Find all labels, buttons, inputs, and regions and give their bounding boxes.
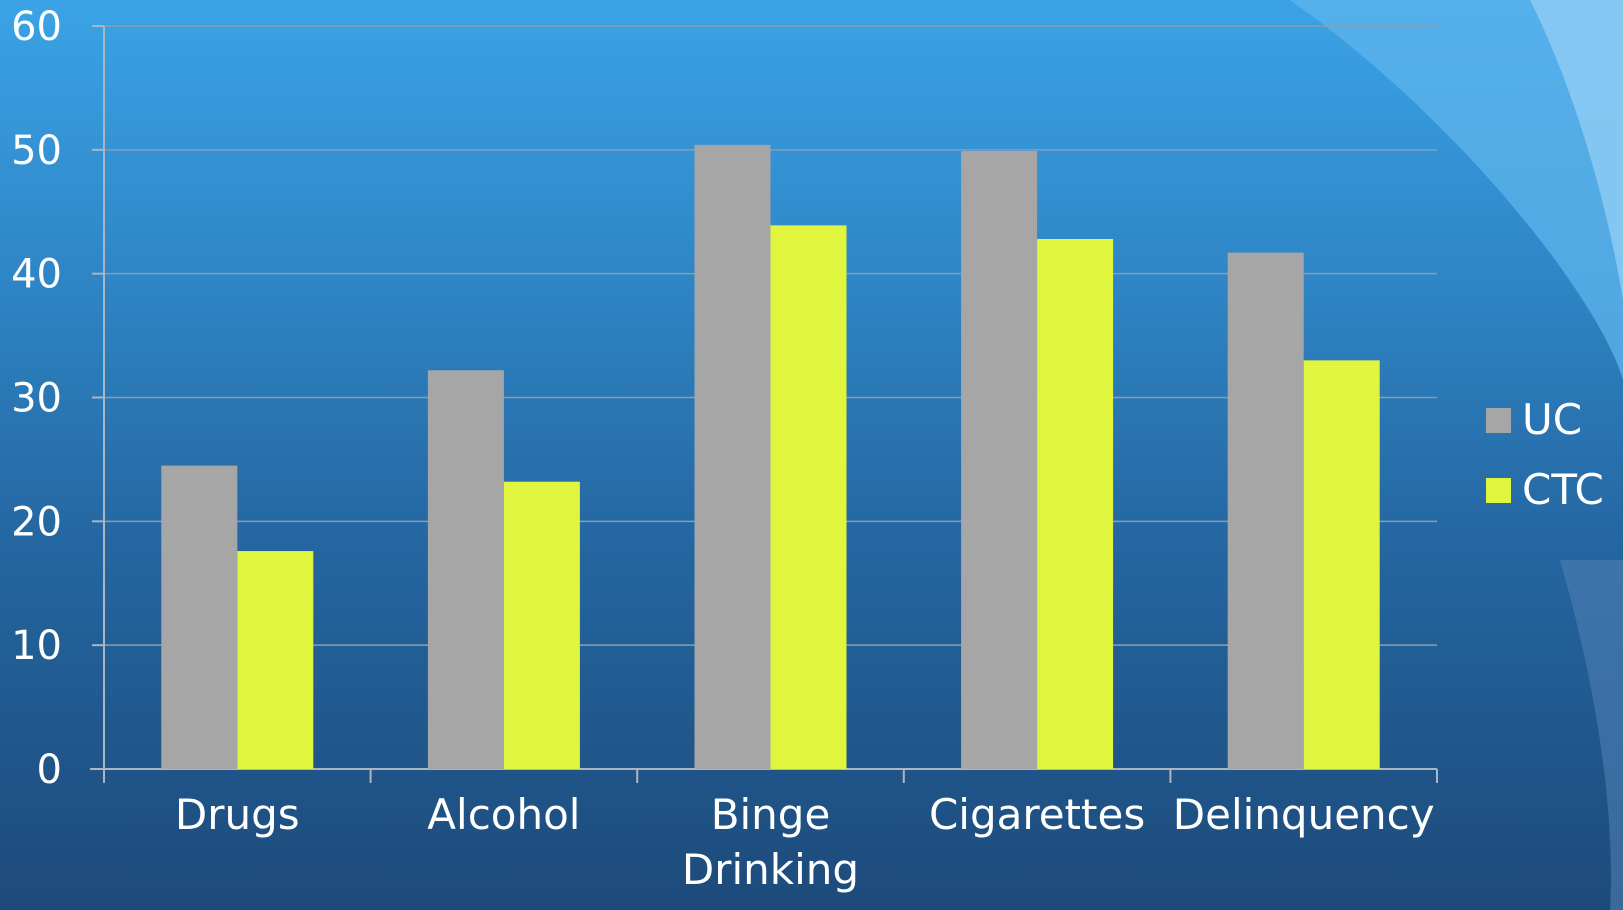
- category-label: Delinquency: [1173, 790, 1435, 839]
- y-tick-label: 40: [11, 252, 62, 298]
- y-tick-label: 20: [11, 499, 62, 545]
- bar-uc-delinquency: [1227, 252, 1304, 770]
- y-tick-label: 0: [37, 747, 62, 793]
- legend-swatch-uc: [1486, 408, 1511, 433]
- y-tick-label: 30: [11, 376, 62, 422]
- category-labels: Drugs Alcohol Binge Drinking Cigarettes Delin…: [175, 790, 1435, 894]
- bar-ctc-delinquency: [1303, 360, 1380, 769]
- bar-ctc-alcohol: [503, 481, 580, 769]
- bars: [161, 144, 1380, 770]
- bar-uc-alcohol: [427, 370, 504, 769]
- category-label: Drugs: [175, 790, 300, 839]
- category-label: Drinking: [682, 845, 859, 894]
- y-tick-label: 50: [11, 128, 62, 174]
- legend-label-ctc: CTC: [1522, 465, 1604, 514]
- y-tick-label: 60: [11, 4, 62, 50]
- bar-ctc-cigarettes: [1037, 238, 1114, 769]
- bar-uc-binge-drinking: [694, 144, 771, 769]
- category-label: Alcohol: [427, 790, 580, 839]
- category-label: Binge: [711, 790, 831, 839]
- legend-label-uc: UC: [1522, 395, 1582, 444]
- bar-uc-drugs: [161, 465, 238, 769]
- category-label: Cigarettes: [929, 790, 1145, 839]
- y-tick-label: 10: [11, 623, 62, 669]
- y-tick-labels: 0 10 20 30 40 50 60: [11, 4, 62, 793]
- legend: UC CTC: [1486, 395, 1604, 514]
- bar-ctc-drugs: [237, 551, 314, 769]
- bar-uc-cigarettes: [961, 151, 1038, 770]
- bar-ctc-binge-drinking: [770, 225, 847, 769]
- legend-swatch-ctc: [1486, 478, 1511, 503]
